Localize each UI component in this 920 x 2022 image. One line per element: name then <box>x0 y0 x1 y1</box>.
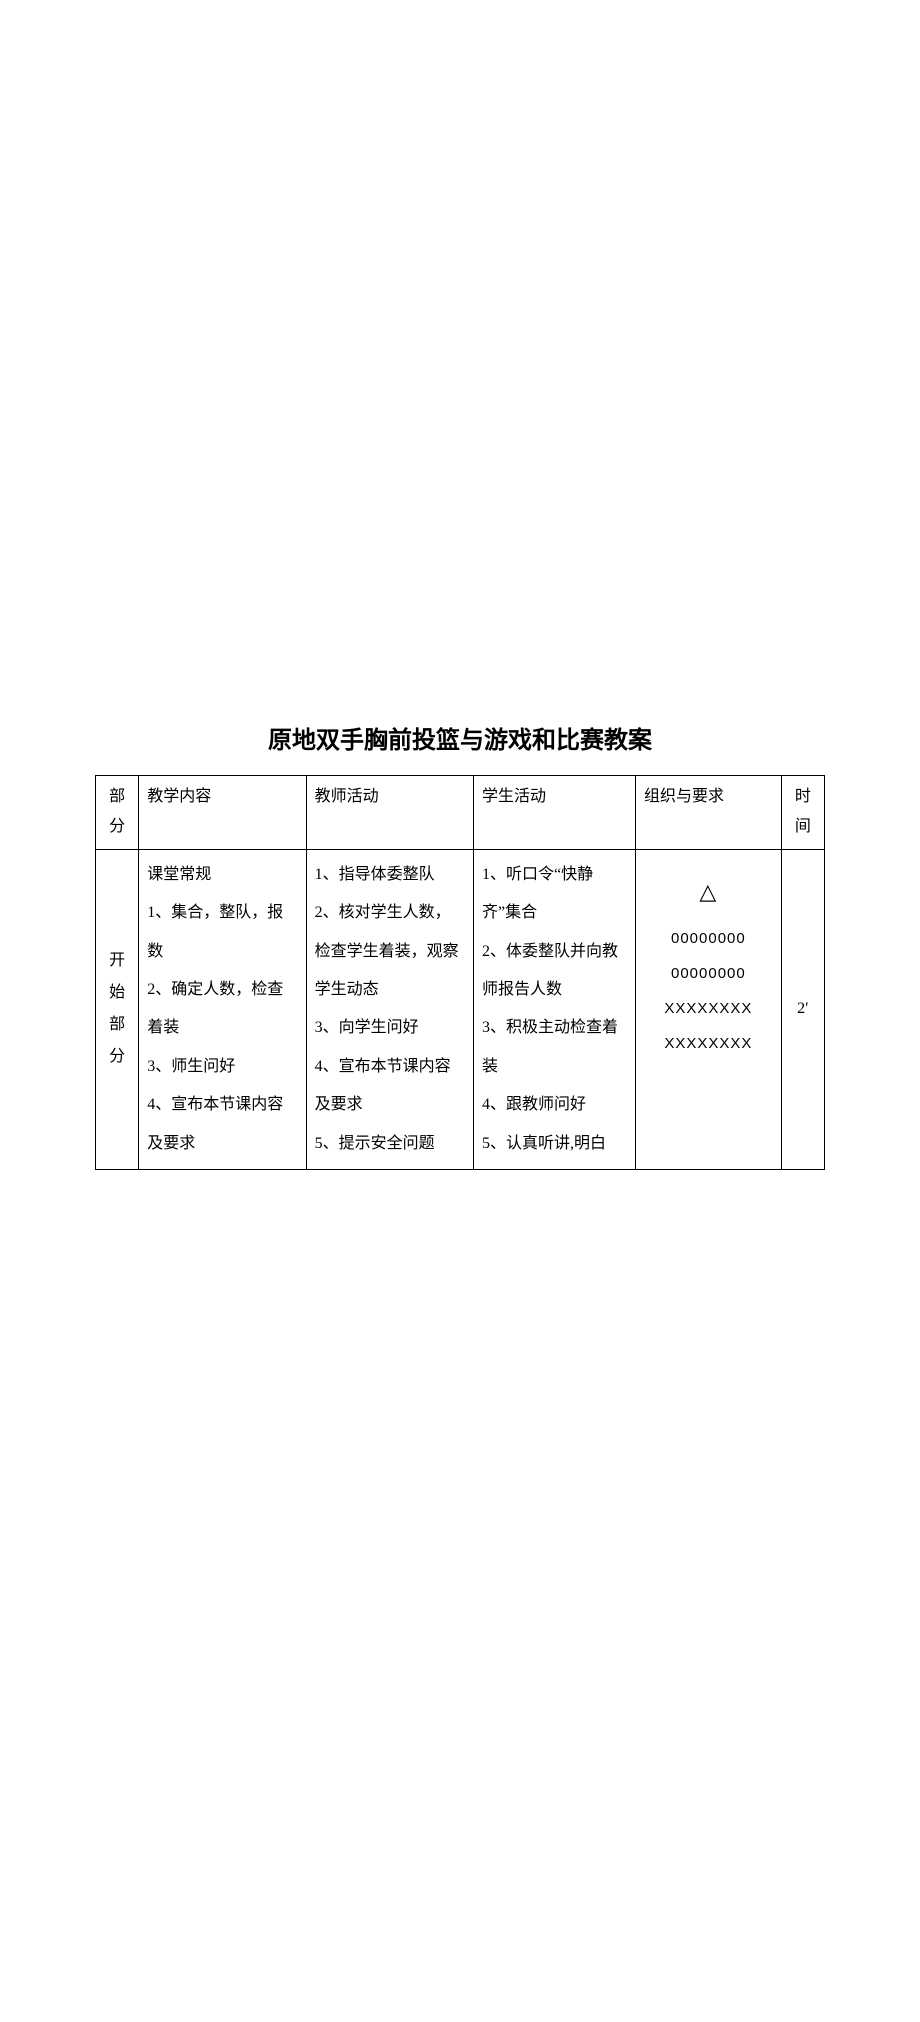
lesson-plan-table: 部分 教学内容 教师活动 学生活动 组织与要求 时间 开 始 部 分 课堂常规 … <box>95 775 825 1170</box>
document-page: 原地双手胸前投篮与游戏和比赛教案 部分 教学内容 教师活动 学生活动 组织与要求… <box>0 720 920 2022</box>
teacher-cell: 1、指导体委整队 2、核对学生人数，检查学生着装，观察学生动态 3、向学生问好 … <box>306 849 473 1169</box>
teacher-line: 2、核对学生人数，检查学生着装，观察学生动态 <box>315 894 465 1009</box>
student-line: 3、积极主动检查着装 <box>482 1009 627 1086</box>
student-block: 1、听口令“快静齐”集合 2、体委整队并向教师报告人数 3、积极主动检查着装 4… <box>482 856 627 1163</box>
student-line: 4、跟教师问好 <box>482 1086 627 1124</box>
content-line: 1、集合，整队，报数 <box>147 894 297 971</box>
section-vertical-label: 开 始 部 分 <box>104 945 130 1073</box>
section-char: 始 <box>109 977 125 1009</box>
table-row: 开 始 部 分 课堂常规 1、集合，整队，报数 2、确定人数，检查着装 3、师生… <box>96 849 825 1169</box>
student-cell: 1、听口令“快静齐”集合 2、体委整队并向教师报告人数 3、积极主动检查着装 4… <box>473 849 635 1169</box>
content-line: 课堂常规 <box>147 856 297 894</box>
student-line: 2、体委整队并向教师报告人数 <box>482 933 627 1010</box>
content-block: 课堂常规 1、集合，整队，报数 2、确定人数，检查着装 3、师生问好 4、宣布本… <box>147 856 297 1163</box>
header-teacher: 教师活动 <box>306 776 473 850</box>
teacher-line: 3、向学生问好 <box>315 1009 465 1047</box>
student-line: 1、听口令“快静齐”集合 <box>482 856 627 933</box>
section-char: 开 <box>109 945 125 977</box>
formation-row: 00000000 <box>671 925 746 952</box>
header-student: 学生活动 <box>473 776 635 850</box>
time-cell: 2′ <box>781 849 824 1169</box>
teacher-block: 1、指导体委整队 2、核对学生人数，检查学生着装，观察学生动态 3、向学生问好 … <box>315 856 465 1163</box>
section-char: 分 <box>109 1041 125 1073</box>
org-formation: △ 00000000 00000000 XXXXXXXX XXXXXXXX <box>644 856 773 1058</box>
org-cell: △ 00000000 00000000 XXXXXXXX XXXXXXXX <box>635 849 781 1169</box>
header-time: 时间 <box>781 776 824 850</box>
header-org: 组织与要求 <box>635 776 781 850</box>
formation-row: XXXXXXXX <box>664 995 752 1022</box>
teacher-line: 5、提示安全问题 <box>315 1125 465 1163</box>
formation-row: 00000000 <box>671 960 746 987</box>
content-line: 2、确定人数，检查着装 <box>147 971 297 1048</box>
content-cell: 课堂常规 1、集合，整队，报数 2、确定人数，检查着装 3、师生问好 4、宣布本… <box>139 849 306 1169</box>
content-line: 4、宣布本节课内容及要求 <box>147 1086 297 1163</box>
teacher-line: 4、宣布本节课内容及要求 <box>315 1048 465 1125</box>
formation-row: XXXXXXXX <box>664 1030 752 1057</box>
student-line: 5、认真听讲,明白 <box>482 1125 627 1163</box>
header-content: 教学内容 <box>139 776 306 850</box>
teacher-line: 1、指导体委整队 <box>315 856 465 894</box>
content-line: 3、师生问好 <box>147 1048 297 1086</box>
table-header-row: 部分 教学内容 教师活动 学生活动 组织与要求 时间 <box>96 776 825 850</box>
section-label-cell: 开 始 部 分 <box>96 849 139 1169</box>
section-char: 部 <box>109 1009 125 1041</box>
page-title: 原地双手胸前投篮与游戏和比赛教案 <box>95 720 825 755</box>
header-section: 部分 <box>96 776 139 850</box>
triangle-icon: △ <box>699 872 717 912</box>
